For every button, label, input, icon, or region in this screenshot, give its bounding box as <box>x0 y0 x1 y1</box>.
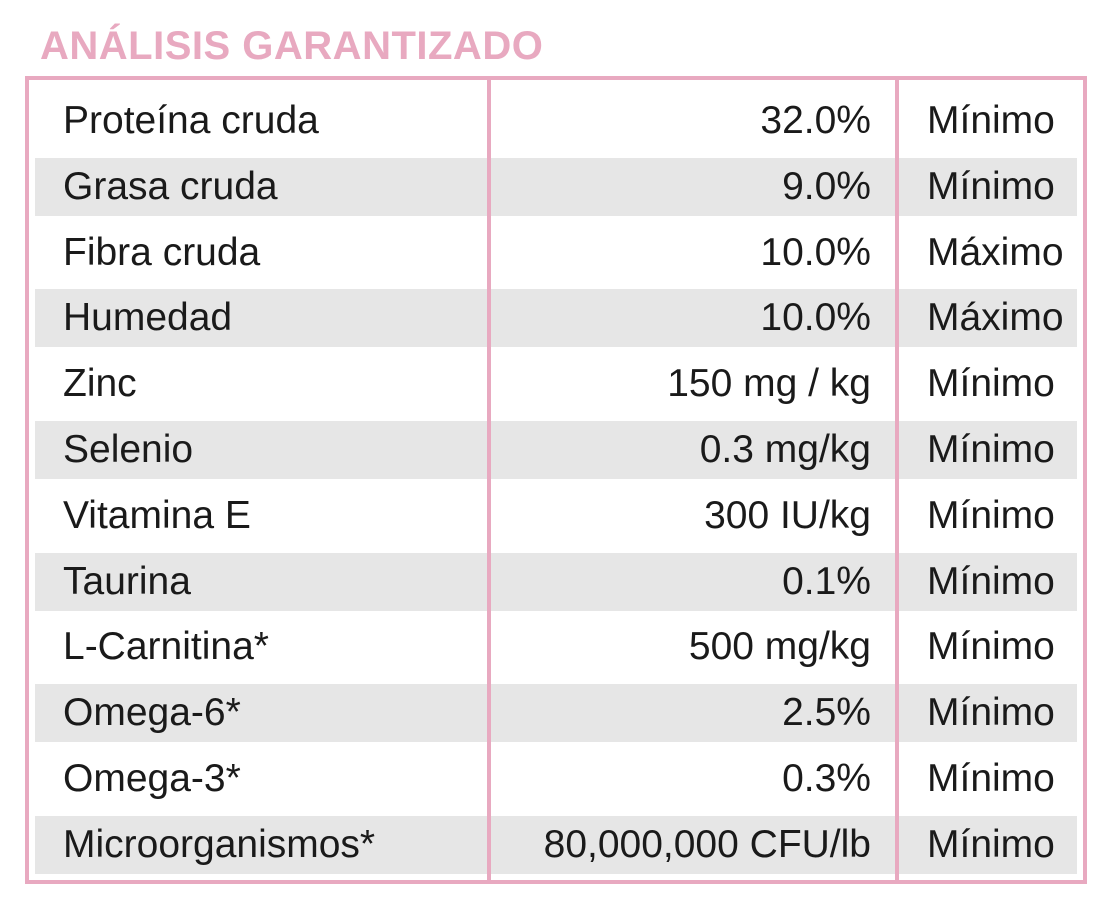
nutrient-value: 10.0% <box>760 296 871 340</box>
table-row: Omega-6* 2.5% Mínimo <box>35 684 1077 743</box>
nutrient-name: Vitamina E <box>63 493 251 537</box>
nutrient-value: 10.0% <box>760 230 871 274</box>
nutrient-name: Selenio <box>63 428 194 471</box>
nutrient-value: 300 IU/kg <box>704 493 871 537</box>
nutrient-value: 150 mg / kg <box>667 362 871 406</box>
nutrient-value: 0.3% <box>782 757 871 800</box>
limit-type: Máximo <box>927 230 1064 274</box>
nutrient-value: 32.0% <box>760 99 871 142</box>
table-row: Zinc 150 mg / kg Mínimo <box>35 351 1077 417</box>
limit-type: Mínimo <box>927 757 1055 800</box>
analysis-table: Proteína cruda 32.0% Mínimo Grasa cruda 9.0%… <box>25 76 1087 884</box>
nutrient-value: 80,000,000 CFU/lb <box>543 822 871 866</box>
table-row: Selenio 0.3 mg/kg Mínimo <box>35 421 1077 479</box>
table-row: Vitamina E 300 IU/kg Mínimo <box>35 483 1077 549</box>
nutrient-name: Omega-3* <box>63 757 241 800</box>
limit-type: Mínimo <box>927 625 1055 669</box>
limit-type: Mínimo <box>927 99 1055 142</box>
nutrient-value: 2.5% <box>782 691 871 735</box>
table-row: Humedad 10.0% Máximo <box>35 289 1077 348</box>
table-row: Grasa cruda 9.0% Mínimo <box>35 157 1077 216</box>
table-body: Proteína cruda 32.0% Mínimo Grasa cruda 9.0%… <box>35 88 1077 874</box>
limit-type: Mínimo <box>927 691 1055 735</box>
table-row: Microorganismos* 80,000,000 CFU/lb Mínimo <box>35 815 1077 874</box>
limit-type: Mínimo <box>927 164 1055 208</box>
nutrient-name: Grasa cruda <box>63 164 278 208</box>
table-row: Fibra cruda 10.0% Máximo <box>35 220 1077 286</box>
limit-type: Máximo <box>927 296 1064 340</box>
nutrient-value: 0.3 mg/kg <box>699 428 871 471</box>
table-row: Taurina 0.1% Mínimo <box>35 552 1077 611</box>
table-row: Omega-3* 0.3% Mínimo <box>35 746 1077 812</box>
nutrient-name: Microorganismos* <box>63 822 376 866</box>
table-row: L-Carnitina* 500 mg/kg Mínimo <box>35 614 1077 680</box>
column-divider-1 <box>487 80 491 880</box>
limit-type: Mínimo <box>927 362 1055 406</box>
nutrient-name: Proteína cruda <box>63 99 319 142</box>
table-row: Proteína cruda 32.0% Mínimo <box>35 88 1077 154</box>
limit-type: Mínimo <box>927 428 1055 471</box>
limit-type: Mínimo <box>927 493 1055 537</box>
limit-type: Mínimo <box>927 822 1055 866</box>
nutrient-name: Zinc <box>63 362 137 406</box>
nutrient-name: Omega-6* <box>63 691 241 735</box>
nutrient-value: 0.1% <box>782 559 871 603</box>
nutrient-name: Fibra cruda <box>63 230 261 274</box>
nutrient-name: Taurina <box>63 559 191 603</box>
nutrient-name: L-Carnitina* <box>63 625 269 669</box>
nutrient-name: Humedad <box>63 296 233 340</box>
limit-type: Mínimo <box>927 559 1055 603</box>
page-title: ANÁLISIS GARANTIZADO <box>40 24 544 68</box>
nutrient-value: 500 mg/kg <box>688 625 871 669</box>
column-divider-2 <box>895 80 899 880</box>
nutrient-value: 9.0% <box>782 164 871 208</box>
